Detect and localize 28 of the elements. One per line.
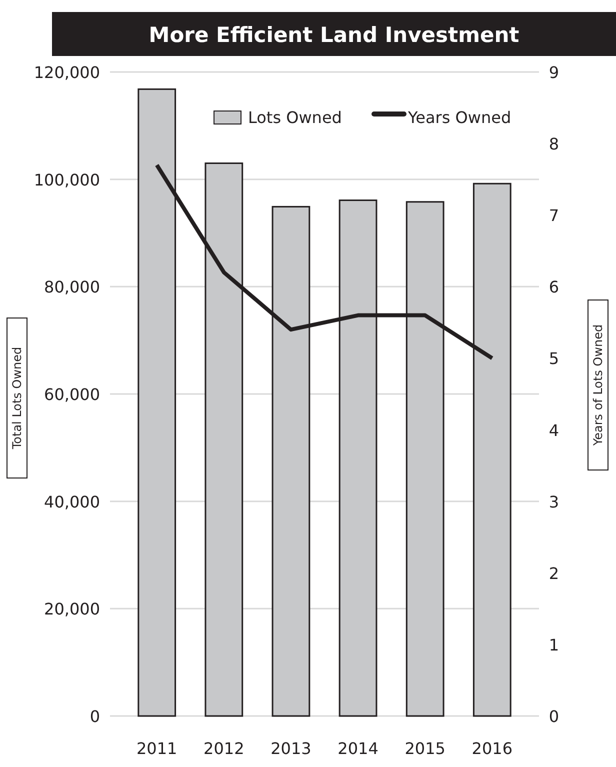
x-tick-label: 2013: [270, 739, 312, 758]
y-tick-label: 120,000: [34, 63, 100, 82]
legend-label: Years Owned: [407, 108, 512, 127]
y2-tick-label: 7: [548, 206, 560, 226]
y2-tick-label: 5: [548, 349, 560, 368]
y2-tick-label: 4: [548, 420, 560, 440]
y-axis-title: Total Lots Owned: [10, 346, 24, 450]
chart-title: More Efficient Land Investment: [148, 23, 520, 47]
legend-label: Lots Owned: [248, 108, 342, 127]
y2-tick-label: 2: [548, 564, 560, 583]
y-tick-label: 60,000: [44, 385, 100, 404]
y-tick-label: 20,000: [44, 600, 100, 619]
y-tick-label: 100,000: [34, 170, 100, 190]
y2-tick-label: 1: [548, 635, 560, 654]
y2-tick-label: 0: [548, 707, 560, 726]
y2-axis-title: Years of Lots Owned: [591, 324, 605, 447]
x-tick-label: 2012: [204, 739, 244, 758]
y-tick-label: 80,000: [44, 278, 100, 297]
y2-tick-label: 8: [548, 134, 560, 154]
y-tick-label: 0: [90, 707, 100, 726]
x-tick-label: 2016: [472, 739, 513, 758]
x-tick-label: 2011: [136, 739, 178, 758]
y2-tick-label: 6: [548, 278, 560, 297]
x-tick-label: 2015: [404, 739, 446, 758]
x-tick-label: 2014: [338, 739, 378, 758]
y2-tick-label: 3: [548, 492, 560, 512]
y-tick-label: 40,000: [44, 492, 100, 512]
y2-tick-label: 9: [548, 63, 560, 82]
